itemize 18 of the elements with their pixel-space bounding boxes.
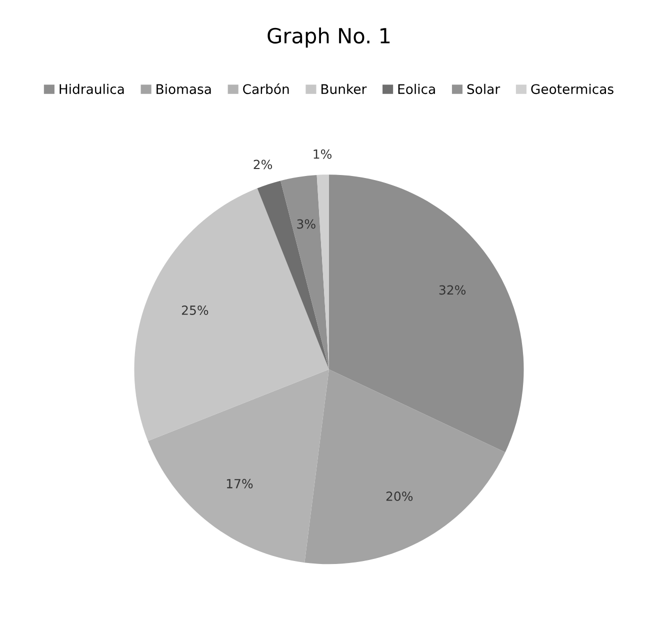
data-label: 17% (226, 478, 253, 488)
pie-slice (148, 369, 329, 563)
legend-label: Eolica (398, 84, 435, 94)
legend-label: Hidraulica (60, 84, 124, 94)
chart-title: Graph No. 1 (268, 27, 390, 48)
legend-label: Geotermicas (531, 84, 614, 94)
legend-label: Solar (467, 84, 500, 94)
legend-label: Biomasa (156, 84, 211, 94)
data-label: 3% (297, 219, 316, 229)
data-label: 32% (439, 285, 466, 295)
data-label: 25% (182, 306, 208, 315)
legend-label: Bunker (322, 84, 367, 94)
data-label: 1% (314, 149, 332, 159)
pie-slice (257, 180, 329, 370)
pie-slice (304, 369, 506, 564)
legend-label: Carbón (243, 83, 289, 94)
data-label: 20% (386, 492, 413, 501)
data-label: 2% (254, 160, 272, 170)
